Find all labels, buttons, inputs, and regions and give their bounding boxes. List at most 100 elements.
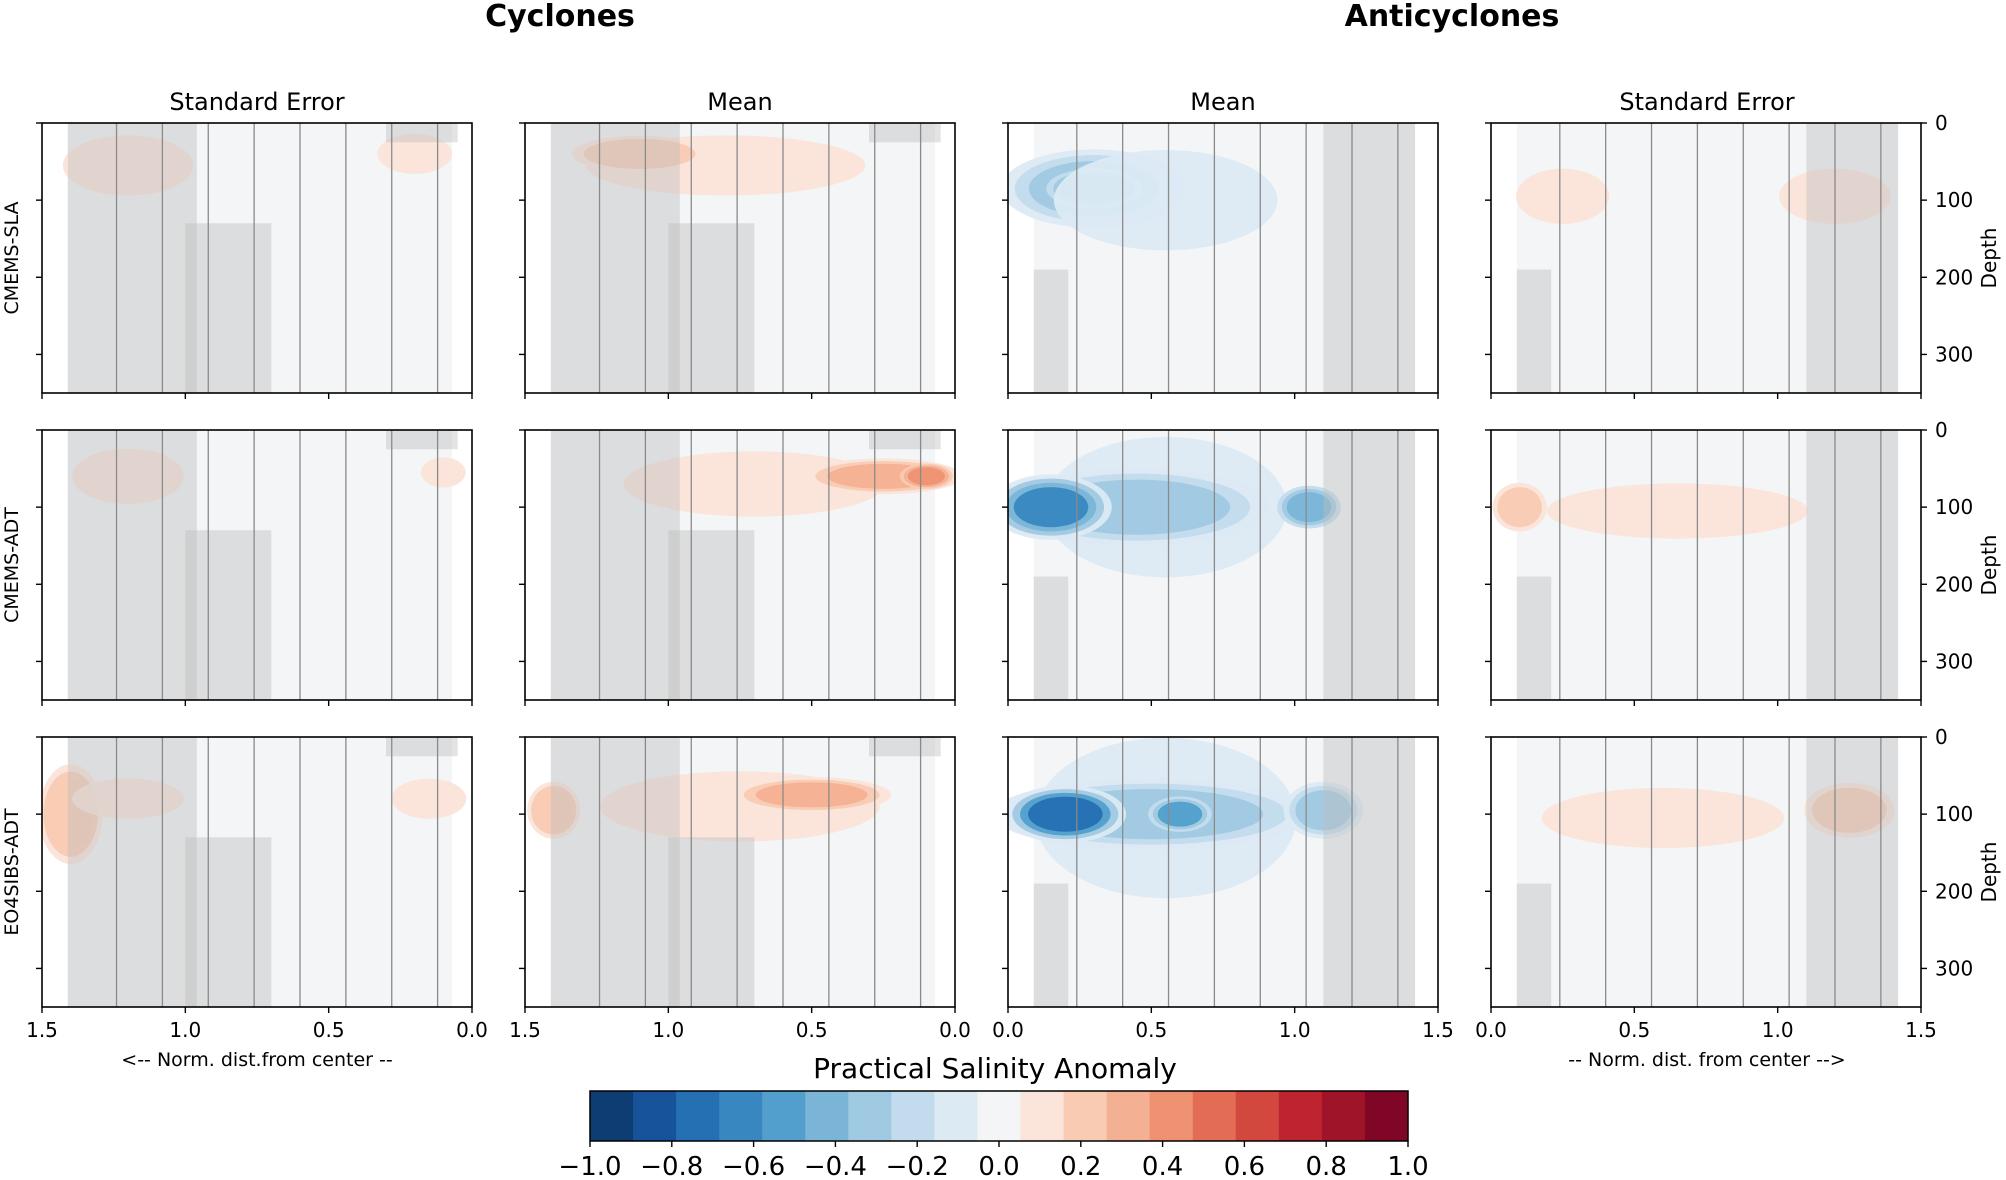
colorbar-segment [1321, 1091, 1366, 1141]
x-tick-label: 1.0 [652, 1018, 684, 1042]
column-title-anticyclone-standard-error: Standard Error [1619, 88, 1794, 116]
x-tick-label: 0.5 [1135, 1018, 1167, 1042]
column-title-cyclone-mean: Mean [707, 88, 772, 116]
colorbar-segment [1020, 1091, 1065, 1141]
mask-region [1806, 737, 1899, 1007]
mask-region [1323, 430, 1416, 700]
x-tick-label: 0.5 [313, 1018, 345, 1042]
colorbar-tick-label: 0.4 [1142, 1152, 1183, 1180]
mask-region [185, 530, 272, 700]
panel-cmems-adt-cyclone-stderr [67, 430, 466, 700]
panel-cmems-adt-cyclone-mean [550, 430, 955, 700]
colorbar-tick-label: 0.2 [1060, 1152, 1101, 1180]
x-tick-label: 1.0 [1762, 1018, 1794, 1042]
panel-eo4sibs-adt-cyclone-mean [527, 737, 941, 1007]
colorbar-segment [1364, 1091, 1409, 1141]
significance-mask [550, 737, 941, 1007]
significance-mask [1033, 430, 1416, 700]
y-tick-label: 0 [1935, 418, 1948, 442]
y-tick-label: 0 [1935, 725, 1948, 749]
colorbar-segment [1149, 1091, 1194, 1141]
y-tick-label: 200 [1935, 572, 1973, 596]
panel-cmems-adt-anticyclone-stderr [1492, 430, 1899, 700]
mask-region [869, 123, 941, 143]
column-title-anticyclone-mean: Mean [1190, 88, 1255, 116]
contour-level [1157, 801, 1203, 827]
y-tick-label: 100 [1935, 188, 1973, 212]
y-tick-label: 200 [1935, 265, 1973, 289]
significance-mask [550, 123, 941, 393]
mask-region [67, 123, 197, 393]
colorbar-tick-label: 0.0 [978, 1152, 1019, 1180]
mask-region [1516, 883, 1552, 1007]
x-tick-label: 0.0 [456, 1018, 488, 1042]
x-tick-label: 0.5 [796, 1018, 828, 1042]
y-tick-label: 300 [1935, 956, 1973, 980]
contour-level [755, 782, 868, 808]
panel-frame [524, 122, 956, 394]
row-label-cmems-adt: CMEMS-ADT [1, 507, 23, 623]
colorbar-tick-label: −1.0 [558, 1152, 621, 1180]
mask-region [386, 123, 458, 143]
panel-frame [41, 429, 473, 701]
panel-frame [1490, 122, 1922, 394]
panel-frame [1490, 429, 1922, 701]
mask-region [550, 430, 680, 700]
column-title-cyclone-standard-error: Standard Error [169, 88, 344, 116]
panel-frame [524, 736, 956, 1008]
significance-mask [1516, 430, 1899, 700]
colorbar-tick-label: 0.8 [1306, 1152, 1347, 1180]
x-tick-label: 1.5 [1905, 1018, 1937, 1042]
depth-axis-label: Depth [1977, 842, 2001, 903]
x-tick-label: 1.0 [169, 1018, 201, 1042]
x-tick-label: 1.5 [509, 1018, 541, 1042]
contour-level [1812, 787, 1887, 833]
x-tick-label: 0.0 [992, 1018, 1024, 1042]
mask-region [668, 837, 755, 1007]
y-tick-label: 100 [1935, 495, 1973, 519]
panel-grid [42, 123, 1899, 1007]
significance-mask [1516, 123, 1899, 393]
contour-level [1286, 492, 1332, 523]
mask-region [869, 737, 941, 757]
panel-frame [1007, 429, 1439, 701]
panel-eo4sibs-adt-anticyclone-stderr [1516, 737, 1899, 1007]
colorbar-tick-label: −0.2 [886, 1152, 949, 1180]
panel-frame [41, 122, 473, 394]
colorbar-segment [1235, 1091, 1280, 1141]
cyclones-title: Cyclones [485, 0, 635, 34]
x-tick-label: 0.0 [939, 1018, 971, 1042]
significance-mask [1033, 737, 1416, 1007]
colorbar-segment [1106, 1091, 1151, 1141]
mask-region [668, 223, 755, 393]
panel-cmems-adt-anticyclone-mean [1008, 430, 1416, 700]
panel-frame [41, 736, 473, 1008]
colorbar-tick-label: −0.4 [804, 1152, 867, 1180]
colorbar-segment [762, 1091, 806, 1141]
contour-level [377, 133, 452, 174]
xlabel-cyclones: <-- Norm. dist.from center -- [121, 1049, 392, 1071]
colorbar-segment [1192, 1091, 1237, 1141]
mask-region [550, 737, 680, 1007]
mask-region [185, 837, 272, 1007]
contour-level [1013, 487, 1089, 528]
significance-mask [1033, 123, 1416, 393]
axes-layer: CMEMS-SLA 0 100 200 300 Depth CMEMS-ADT 0 100 200… [1, 111, 2001, 1042]
colorbar-segment [977, 1091, 1022, 1141]
significance-mask [550, 430, 941, 700]
mask-region [1806, 430, 1899, 700]
contour-level [1295, 790, 1352, 831]
contour-level [1053, 150, 1278, 251]
x-tick-label: 1.5 [26, 1018, 58, 1042]
colorbar-segment [633, 1091, 677, 1141]
panel-frame [524, 429, 956, 701]
mask-region [1516, 269, 1552, 393]
y-tick-label: 300 [1935, 342, 1973, 366]
mask-region [67, 430, 197, 700]
mask-region [668, 530, 755, 700]
panel-frame [1007, 122, 1439, 394]
mask-region [1033, 576, 1069, 700]
colorbar-segment [719, 1091, 763, 1141]
significance-mask [67, 430, 458, 700]
mask-region [185, 223, 272, 393]
